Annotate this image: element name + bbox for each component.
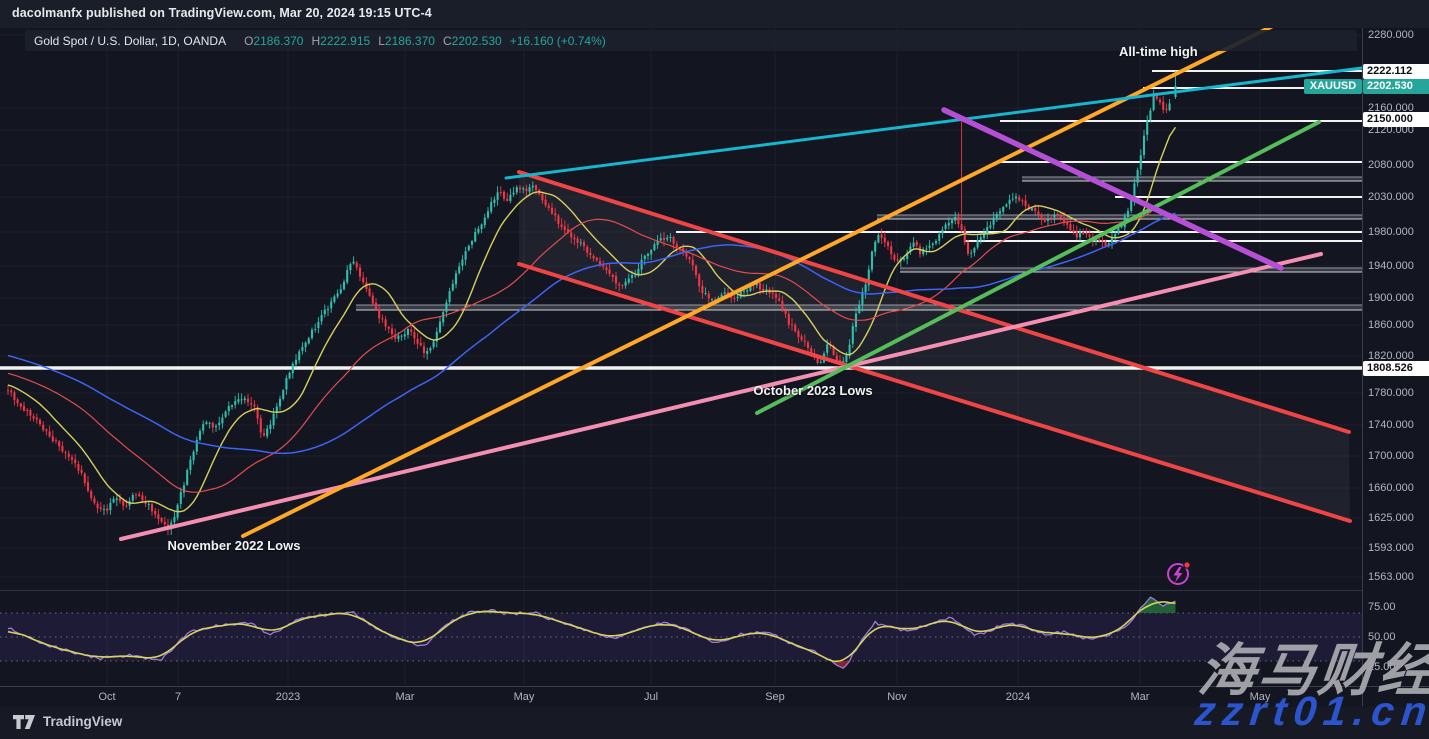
descending-channel-upper	[517, 170, 1351, 434]
time-axis-border	[0, 686, 1429, 687]
green-ascending-support	[755, 120, 1321, 415]
tradingview-logo-text: TradingView	[43, 714, 123, 729]
time-axis-tick: Mar	[1130, 691, 1150, 703]
ohlc-value: 2186.370	[253, 33, 304, 48]
flash-icon[interactable]	[1167, 561, 1191, 585]
price-axis-tick: 1625.000	[1368, 512, 1414, 524]
pane-separator[interactable]	[0, 590, 1362, 591]
ma-fast-yellow	[7, 126, 1177, 513]
time-axis-tick: Sep	[765, 691, 785, 703]
chart-annotation: November 2022 Lows	[167, 538, 301, 553]
price-axis-tick: 1900.000	[1368, 292, 1414, 304]
time-axis-tick: May	[513, 691, 535, 703]
price-axis-tick: 1780.000	[1368, 387, 1414, 399]
price-axis-tick: 1660.000	[1368, 482, 1414, 494]
ohlc-key: L	[378, 33, 385, 48]
published-header-bar: dacolmanfx published on TradingView.com,…	[0, 0, 1429, 28]
symbol-price-tag: XAUUSD	[1304, 78, 1362, 94]
price-axis-tick: 2160.000	[1368, 102, 1414, 114]
time-axis-tick: Jul	[643, 691, 659, 703]
price-axis-tick: 1940.000	[1368, 260, 1414, 272]
rsi-ma-line	[7, 601, 1176, 663]
chart-annotation: October 2023 Lows	[753, 383, 873, 398]
tradingview-logo-icon	[13, 714, 35, 729]
price-axis-tick: 2120.000	[1368, 124, 1414, 136]
price-axis-tick: 1860.000	[1368, 319, 1414, 331]
ohlc-value: 2222.915	[320, 33, 371, 48]
cyan-resistance-line	[504, 66, 1364, 180]
symbol-legend[interactable]: Gold Spot / U.S. Dollar, 1D, OANDA O2186…	[25, 30, 1357, 51]
published-byline: dacolmanfx published on TradingView.com,…	[12, 6, 432, 20]
price-axis-tick: 2080.000	[1368, 159, 1414, 171]
ohlc-key: C	[442, 33, 452, 48]
time-axis-tick: Mar	[395, 691, 415, 703]
time-axis-tick: 2024	[1005, 691, 1031, 703]
price-axis-tick: 2030.000	[1368, 191, 1414, 203]
watermark-url: zzrt01.cn	[1192, 688, 1429, 734]
price-level-label: 2150.000	[1363, 111, 1429, 127]
price-axis-tick: 1980.000	[1368, 226, 1414, 238]
rsi-axis-tick: 25.00	[1368, 661, 1396, 673]
price-axis-border	[1362, 28, 1363, 706]
ma-mid-red	[7, 195, 1176, 493]
ohlc-values: O2186.370 H2222.915 L2186.370 C2202.530	[236, 34, 502, 48]
tradingview-logo[interactable]: TradingView	[13, 714, 122, 729]
pink-long-term-support	[119, 252, 1323, 541]
time-axis-tick: 7	[174, 691, 182, 703]
ohlc-value: 2202.530	[451, 33, 502, 48]
candlesticks	[6, 71, 1177, 536]
ma-slow-blue	[7, 212, 1176, 455]
time-axis-tick: Oct	[98, 691, 116, 703]
price-axis-tick: 1593.000	[1368, 542, 1414, 554]
price-axis-tick: 1700.000	[1368, 450, 1414, 462]
time-axis-tick: Nov	[887, 691, 907, 703]
price-axis-tick: 2280.000	[1368, 29, 1414, 41]
change-value: +16.160 (+0.74%)	[509, 33, 606, 48]
footer-bar	[0, 707, 1429, 739]
ohlc-key: H	[311, 33, 321, 48]
ohlc-key: O	[244, 33, 254, 48]
time-axis-tick: May	[1249, 691, 1271, 703]
price-axis-tick: 1563.000	[1368, 571, 1414, 583]
price-level-label: 1808.526	[1363, 360, 1429, 376]
ohlc-value: 2186.370	[384, 33, 435, 48]
rsi-axis-tick: 50.00	[1368, 631, 1396, 643]
purple-corrective-line	[941, 107, 1284, 271]
time-axis-tick: 2023	[275, 691, 301, 703]
orange-uptrend-line	[241, 15, 1293, 538]
price-axis-tick: 1740.000	[1368, 419, 1414, 431]
symbol-title: Gold Spot / U.S. Dollar, 1D, OANDA	[34, 33, 227, 48]
current-price-label: 2202.530	[1363, 78, 1429, 94]
chart-annotation: All-time high	[1119, 44, 1198, 59]
price-level-label: 2222.112	[1363, 63, 1429, 79]
rsi-axis-tick: 75.00	[1368, 601, 1396, 613]
descending-channel-lower	[517, 262, 1352, 523]
price-axis-tick: 1820.000	[1368, 350, 1414, 362]
